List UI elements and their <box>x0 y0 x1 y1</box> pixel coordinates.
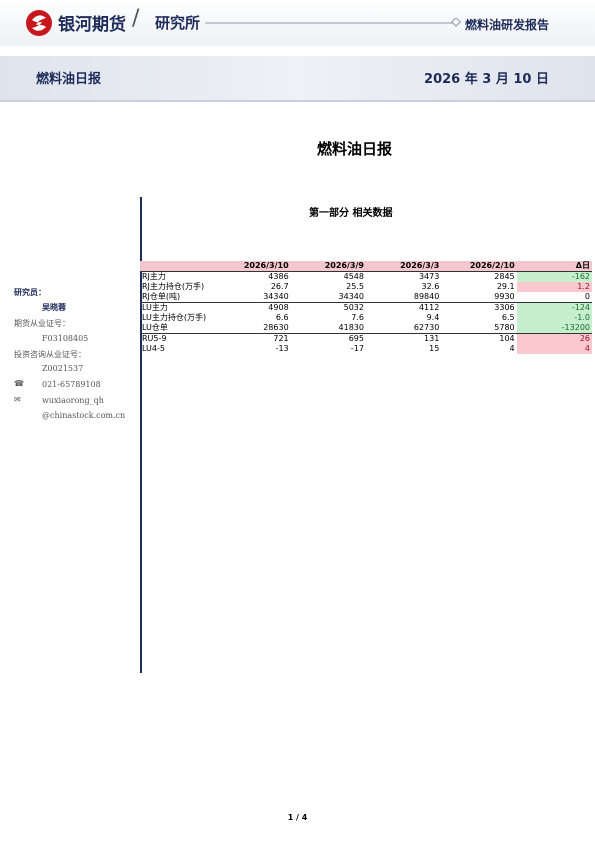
cell: 28630 <box>215 323 291 334</box>
table-row: LU仓单 28630 41830 62730 5780 -13200 <box>140 323 592 334</box>
cell: -1.0 <box>516 313 592 323</box>
email-icon: ✉ <box>14 395 21 404</box>
cell: 4548 <box>343 272 364 281</box>
cell: 3473 <box>418 272 440 281</box>
logo-icon <box>26 10 52 36</box>
cell: 4112 <box>418 303 440 312</box>
cell: 2845 <box>494 272 515 281</box>
phone: 021-65789108 <box>42 380 101 389</box>
row-label: RJ主力 <box>142 272 166 281</box>
table-row: RJ主力 4386 4548 3473 2845 -162 <box>140 271 592 282</box>
cell: 9930 <box>441 292 517 303</box>
row-label: LU主力 <box>142 303 168 312</box>
column-header: 2026/2/10 <box>441 261 517 272</box>
cell: 34340 <box>215 292 291 303</box>
cell: 1.2 <box>516 282 592 292</box>
cell: 25.5 <box>346 282 364 291</box>
table-row: RJ仓单(吨) 34340 34340 89840 9930 0 <box>140 292 592 303</box>
cell: 9.4 <box>426 313 440 322</box>
page-number: 1 / 4 <box>287 813 308 822</box>
data-table: 2026/3/10 2026/3/9 2026/3/3 2026/2/10 Δ日 RJ主力… <box>140 261 592 354</box>
main-title: 燃料油日报 <box>317 140 393 158</box>
cell: 4 <box>509 344 515 353</box>
column-header: 2026/3/3 <box>365 261 442 272</box>
column-header: 2026/3/10 <box>215 261 291 272</box>
header-row: 2026/3/10 2026/3/9 2026/3/3 2026/2/10 Δ日 <box>140 261 592 272</box>
column-header: Δ日 <box>516 261 592 272</box>
cell: -162 <box>516 271 592 282</box>
banner-title: 燃料油日报 <box>36 72 102 87</box>
cell: -13 <box>275 344 289 353</box>
row-label: RJ仓单(吨) <box>140 292 216 303</box>
license-label: 期货从业证号： <box>14 319 70 328</box>
phone-icon: ☎ <box>14 379 24 388</box>
cell: -124 <box>516 302 592 313</box>
cell: 6.5 <box>501 313 515 322</box>
email: wuxiaorong_qh <box>42 396 104 405</box>
divider: / <box>132 6 140 31</box>
logo-text: 银河期货 <box>58 15 126 35</box>
table-row: LU主力 4908 5032 4112 3306 -124 <box>140 302 592 313</box>
cell: 5032 <box>343 303 364 312</box>
cell: 4386 <box>268 272 289 281</box>
dept: 研究所 <box>155 14 201 32</box>
table-row: LU主力持仓(万手) 6.6 7.6 9.4 6.5 -1.0 <box>140 313 592 323</box>
cell: 29.1 <box>496 282 515 291</box>
researcher-label: 研究员： <box>14 287 46 297</box>
cell: 26.7 <box>270 282 289 291</box>
row-label: LU4-5 <box>142 344 165 353</box>
cell: 34340 <box>290 292 366 303</box>
cell: 7.6 <box>351 313 364 322</box>
report-type: 燃料油研发报告 <box>465 18 550 32</box>
email-domain: @chinastock.com.cn <box>42 411 126 420</box>
cell: 6.6 <box>275 313 289 322</box>
header-rule <box>205 18 461 27</box>
banner <box>0 56 595 102</box>
column-header: 2026/3/9 <box>290 261 366 272</box>
cell: 5780 <box>441 323 517 334</box>
row-label: LU仓单 <box>140 323 216 334</box>
advisory: Z0021537 <box>42 364 84 373</box>
cell: 41830 <box>290 323 366 334</box>
section-title: 第一部分 相关数据 <box>309 208 393 219</box>
cell: 131 <box>424 334 440 343</box>
advisory-label: 投资咨询从业证号： <box>14 350 86 359</box>
cell: 0 <box>516 292 592 303</box>
cell: 89840 <box>365 292 442 303</box>
cell: 15 <box>429 344 440 353</box>
table-row: LU4-5 -13 -17 15 4 4 <box>140 344 592 354</box>
cell: -17 <box>350 344 364 353</box>
cell: 32.6 <box>421 282 440 291</box>
cell: 695 <box>348 334 364 343</box>
cell: 4 <box>516 344 592 354</box>
banner-date: 2026 年 3 月 10 日 <box>424 72 549 87</box>
cell: 4908 <box>268 303 289 312</box>
cell: 721 <box>273 334 289 343</box>
cell: 104 <box>499 334 515 343</box>
cell: 62730 <box>365 323 442 334</box>
row-label: RJ主力持仓(万手) <box>142 282 205 291</box>
table-row: RJ主力持仓(万手) 26.7 25.5 32.6 29.1 1.2 <box>140 282 592 292</box>
row-label: LU主力持仓(万手) <box>142 313 207 322</box>
corner <box>140 261 216 272</box>
table-row: RU5-9 721 695 131 104 26 <box>140 333 592 344</box>
vertical-rule <box>140 197 142 673</box>
row-label: RU5-9 <box>142 334 167 343</box>
table-wrap: 2026/3/10 2026/3/9 2026/3/3 2026/2/10 Δ日 RJ主力… <box>140 261 592 354</box>
researcher-name: 吴晓蓉 <box>42 302 66 312</box>
cell: -13200 <box>516 323 592 334</box>
cell: 26 <box>516 333 592 344</box>
license: F03108405 <box>42 334 89 343</box>
cell: 3306 <box>494 303 515 312</box>
